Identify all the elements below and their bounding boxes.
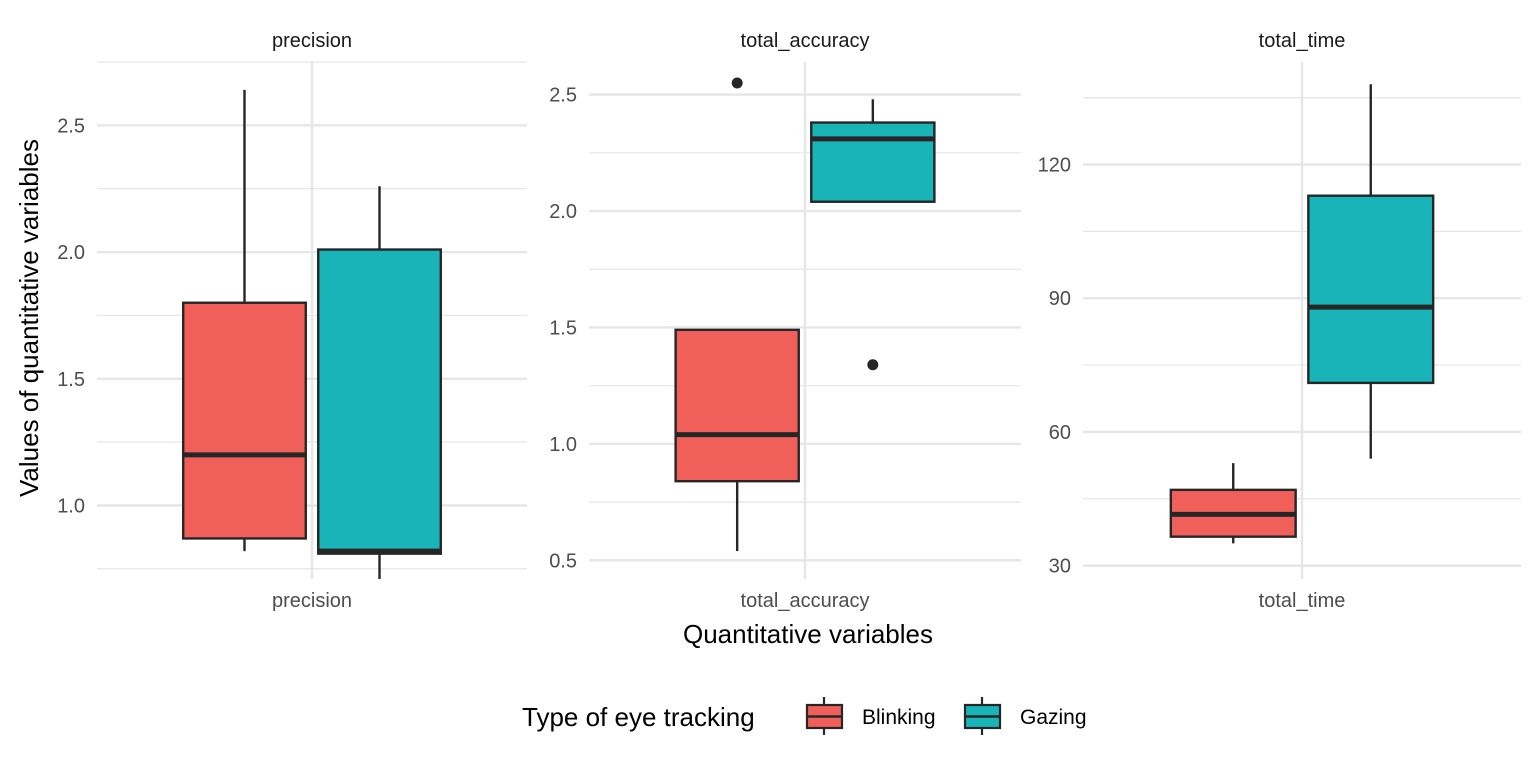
facet-precision: 1.0 1.5 2.0 2.5 precision precision <box>57 30 527 612</box>
box-iqr <box>674 328 800 483</box>
y-tick-label: 1.5 <box>57 369 85 391</box>
y-tick-label: 2.5 <box>549 85 577 107</box>
x-tick-label: total_accuracy <box>741 590 870 612</box>
y-tick-label: 90 <box>1049 288 1071 310</box>
facet-title: precision <box>272 30 352 52</box>
y-tick-label: 1.0 <box>57 496 85 518</box>
y-tick-label: 60 <box>1049 422 1071 444</box>
box-iqr <box>182 301 307 540</box>
y-tick-label: 30 <box>1049 556 1071 578</box>
y-axis-title: Values of quantitative variables <box>14 139 44 497</box>
facet-panels: 1.0 1.5 2.0 2.5 precision precision 0.5 1.0 1.5 2… <box>57 30 1521 612</box>
legend: Type of eye tracking Blinking Gazing <box>522 697 1087 735</box>
x-tick-label: precision <box>272 590 352 612</box>
outlier-point <box>867 359 879 371</box>
y-tick-label: 1.5 <box>549 317 577 339</box>
y-tick-label: 1.0 <box>549 434 577 456</box>
box-blinking <box>674 77 800 552</box>
legend-title: Type of eye tracking <box>522 702 755 732</box>
legend-key-blinking: Blinking <box>805 697 936 735</box>
legend-label: Gazing <box>1020 706 1087 729</box>
box-gazing <box>810 99 936 371</box>
y-tick-label: 2.5 <box>57 115 85 137</box>
box-blinking <box>182 89 307 552</box>
box-blinking <box>1169 463 1297 544</box>
facet-total_time: 30 60 90 120 total_time total_time <box>1038 30 1521 612</box>
legend-label: Blinking <box>862 706 936 729</box>
facet-title: total_time <box>1259 30 1346 52</box>
y-tick-label: 0.5 <box>549 550 577 572</box>
outlier-point <box>731 77 743 89</box>
facet-title: total_accuracy <box>741 30 870 52</box>
x-tick-label: total_time <box>1259 590 1346 612</box>
y-tick-label: 2.0 <box>57 242 85 264</box>
y-tick-label: 120 <box>1038 155 1071 177</box>
legend-key-gazing: Gazing <box>963 697 1087 735</box>
box-iqr <box>317 248 442 555</box>
x-axis-title: Quantitative variables <box>683 619 933 649</box>
box-iqr <box>1307 194 1435 385</box>
box-iqr <box>810 121 936 203</box>
box-gazing <box>317 186 442 579</box>
box-gazing <box>1307 84 1435 459</box>
facet-total_accuracy: 0.5 1.0 1.5 2.0 2.5 total_accuracy total_accur… <box>549 30 1021 612</box>
y-tick-label: 2.0 <box>549 201 577 223</box>
